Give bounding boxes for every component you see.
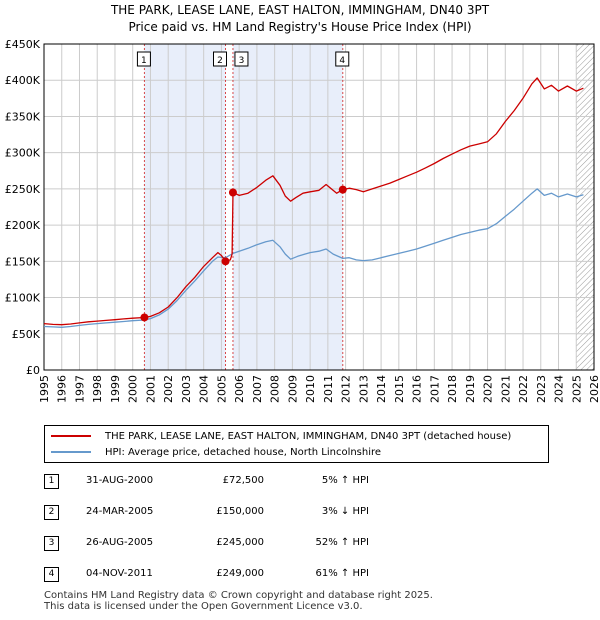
x-tick-label: 1999 bbox=[109, 375, 122, 403]
x-tick-label: 2008 bbox=[269, 375, 282, 403]
transaction-date: 26-AUG-2005 bbox=[86, 537, 154, 548]
sale-point-3 bbox=[228, 188, 237, 197]
x-tick-label: 2004 bbox=[198, 375, 211, 403]
legend-swatch-hpi bbox=[51, 451, 91, 453]
footer-attribution: Contains HM Land Registry data © Crown c… bbox=[44, 590, 433, 612]
table-row: 2 24-MAR-2005 £150,000 3% ↓ HPI bbox=[44, 503, 584, 523]
marker-box-1 bbox=[136, 51, 151, 67]
transaction-hpi: 61% ↑ HPI bbox=[315, 568, 369, 579]
table-row: 4 04-NOV-2011 £249,000 61% ↑ HPI bbox=[44, 565, 584, 585]
sale-point-4 bbox=[338, 185, 347, 194]
transaction-date: 04-NOV-2011 bbox=[86, 568, 153, 579]
marker-label-3: 3 bbox=[239, 56, 245, 66]
x-tick-label: 2017 bbox=[428, 375, 441, 403]
footer-line1: Contains HM Land Registry data © Crown c… bbox=[44, 590, 433, 601]
x-tick-label: 2002 bbox=[162, 375, 175, 403]
chart-legend: THE PARK, LEASE LANE, EAST HALTON, IMMIN… bbox=[44, 425, 549, 463]
shaded-period bbox=[232, 44, 343, 370]
x-tick-label: 2005 bbox=[215, 375, 228, 403]
transaction-hpi: 5% ↑ HPI bbox=[321, 475, 369, 486]
legend-item-hpi: HPI: Average price, detached house, Nort… bbox=[51, 444, 381, 460]
chart-title-line2: Price paid vs. HM Land Registry's House … bbox=[128, 20, 472, 34]
transaction-price: £72,500 bbox=[222, 475, 264, 486]
x-tick-label: 2016 bbox=[411, 375, 424, 403]
y-tick-label: £50K bbox=[12, 328, 41, 341]
x-tick-label: 2009 bbox=[286, 375, 299, 403]
transaction-hpi: 3% ↓ HPI bbox=[321, 506, 369, 517]
x-tick-label: 1997 bbox=[73, 375, 86, 403]
x-tick-label: 1996 bbox=[56, 375, 69, 403]
marker-label-4: 4 bbox=[339, 56, 345, 66]
y-tick-label: £300K bbox=[5, 147, 41, 160]
marker-label-1: 1 bbox=[141, 56, 147, 66]
y-tick-label: £400K bbox=[5, 74, 41, 87]
plot-frame bbox=[43, 43, 595, 371]
y-tick-label: £200K bbox=[5, 219, 41, 232]
x-tick-label: 2001 bbox=[144, 375, 157, 403]
x-tick-label: 1998 bbox=[91, 375, 104, 403]
marker-box-3 bbox=[234, 51, 249, 67]
marker-box-4 bbox=[335, 51, 350, 67]
x-tick-label: 2018 bbox=[446, 375, 459, 403]
price-paid-line bbox=[43, 77, 584, 326]
x-tick-label: 2013 bbox=[357, 375, 370, 403]
transaction-date: 24-MAR-2005 bbox=[86, 506, 154, 517]
transaction-number: 4 bbox=[44, 567, 59, 582]
x-tick-label: 1995 bbox=[38, 375, 51, 403]
x-tick-label: 2011 bbox=[322, 375, 335, 403]
y-tick-label: £450K bbox=[5, 38, 41, 51]
marker-box-2 bbox=[213, 51, 227, 67]
x-tick-label: 2014 bbox=[375, 375, 388, 403]
x-tick-label: 2024 bbox=[553, 375, 566, 403]
x-tick-label: 2021 bbox=[499, 375, 512, 403]
price-chart: 1 2 3 4 £0 £50K £100K £150K £200K £250K £300K £350K… bbox=[5, 38, 600, 403]
x-tick-label: 2007 bbox=[251, 375, 264, 403]
legend-item-property: THE PARK, LEASE LANE, EAST HALTON, IMMIN… bbox=[51, 428, 511, 444]
x-tick-label: 2010 bbox=[304, 375, 317, 403]
shaded-period bbox=[144, 44, 226, 370]
legend-label-hpi: HPI: Average price, detached house, Nort… bbox=[105, 446, 382, 458]
transaction-price: £249,000 bbox=[216, 568, 264, 579]
x-tick-label: 2012 bbox=[340, 375, 353, 403]
x-tick-label: 2025 bbox=[570, 375, 583, 403]
transaction-date: 31-AUG-2000 bbox=[86, 475, 154, 486]
transaction-number: 1 bbox=[44, 474, 59, 489]
forecast-hatch bbox=[576, 44, 594, 370]
y-tick-label: £150K bbox=[5, 255, 41, 268]
transaction-price: £245,000 bbox=[216, 537, 264, 548]
x-tick-label: 2026 bbox=[588, 375, 600, 403]
legend-swatch-property bbox=[51, 435, 91, 437]
footer-line2: This data is licensed under the Open Gov… bbox=[44, 601, 363, 612]
y-tick-label: £250K bbox=[5, 183, 41, 196]
transaction-number: 3 bbox=[44, 536, 59, 551]
transaction-price: £150,000 bbox=[216, 506, 264, 517]
marker-label-2: 2 bbox=[217, 56, 223, 66]
x-tick-label: 2022 bbox=[517, 375, 530, 403]
x-tick-label: 2019 bbox=[464, 375, 477, 403]
x-tick-label: 2015 bbox=[393, 375, 406, 403]
x-tick-label: 2000 bbox=[127, 375, 140, 403]
y-tick-label: £350K bbox=[5, 110, 41, 123]
y-tick-label: £0 bbox=[26, 364, 40, 377]
x-tick-label: 2020 bbox=[482, 375, 495, 403]
legend-label-property: THE PARK, LEASE LANE, EAST HALTON, IMMIN… bbox=[105, 430, 512, 442]
sale-point-1 bbox=[140, 313, 149, 322]
table-row: 1 31-AUG-2000 £72,500 5% ↑ HPI bbox=[44, 472, 584, 492]
transaction-number: 2 bbox=[44, 505, 59, 520]
sale-point-2 bbox=[221, 257, 230, 266]
table-row: 3 26-AUG-2005 £245,000 52% ↑ HPI bbox=[44, 534, 584, 554]
x-tick-label: 2003 bbox=[180, 375, 193, 403]
chart-title-line1: THE PARK, LEASE LANE, EAST HALTON, IMMIN… bbox=[110, 3, 490, 17]
x-tick-label: 2023 bbox=[535, 375, 548, 403]
x-tick-label: 2006 bbox=[233, 375, 246, 403]
y-tick-label: £100K bbox=[5, 292, 41, 305]
transaction-hpi: 52% ↑ HPI bbox=[315, 537, 369, 548]
